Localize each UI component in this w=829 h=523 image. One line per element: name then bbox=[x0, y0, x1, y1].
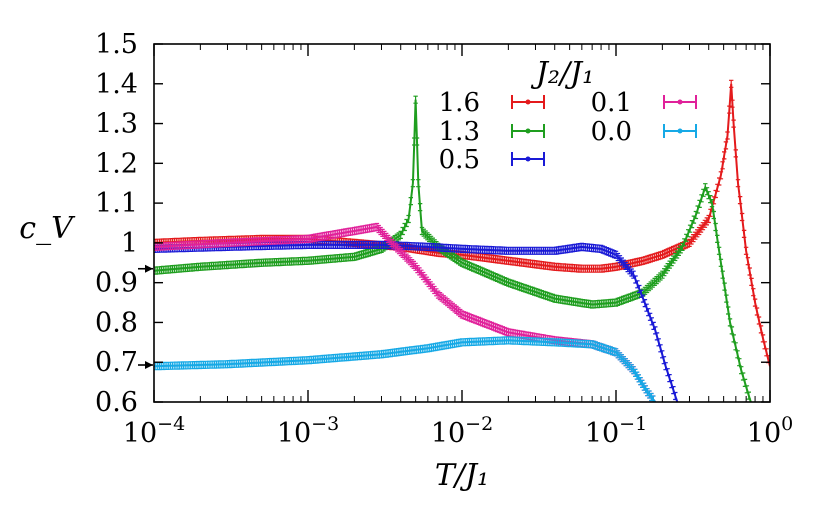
y-tick-label: 1.2 bbox=[95, 148, 138, 179]
y-tick-label: 0.8 bbox=[95, 307, 138, 338]
x-tick-label: 100 bbox=[747, 413, 793, 449]
legend-item: 0.5 bbox=[439, 145, 545, 175]
legend-item: 1.3 bbox=[439, 117, 545, 147]
series-line bbox=[154, 243, 679, 402]
legend-item: 0.0 bbox=[591, 117, 697, 147]
series-0.0 bbox=[154, 336, 657, 402]
y-tick-label: 1.3 bbox=[95, 109, 138, 140]
legend: 1.61.30.5 0.10.0 bbox=[439, 88, 697, 175]
ticks-layer: 0.6 0.7 0.8 0.9 1 1.1 1.2 1.3 1.4 1.5 10−4 10−3 10−2… bbox=[95, 29, 793, 449]
legend-swatch-point bbox=[525, 128, 531, 134]
x-tick-label: 10−3 bbox=[277, 413, 339, 449]
series-0.5 bbox=[154, 240, 679, 402]
arrow-marker-head bbox=[145, 361, 153, 370]
legend-label: 1.6 bbox=[439, 88, 480, 118]
legend-label: 1.3 bbox=[439, 117, 480, 147]
x-axis-label: T/J₁ bbox=[435, 458, 489, 493]
y-tick-label: 1.4 bbox=[95, 69, 138, 100]
y-axis-label: c_V bbox=[19, 211, 76, 246]
legend-label: 0.0 bbox=[591, 117, 632, 147]
x-tick-label: 10−4 bbox=[123, 413, 185, 449]
legend-swatch-point bbox=[525, 99, 531, 105]
legend-title: J₂/J₁ bbox=[530, 56, 594, 91]
y-tick-label: 1 bbox=[121, 228, 138, 259]
legend-swatch-point bbox=[525, 156, 531, 162]
legend-label: 0.1 bbox=[591, 88, 632, 118]
y-tick-label: 1.1 bbox=[95, 188, 138, 219]
x-tick-label: 10−1 bbox=[585, 413, 647, 449]
arrows-layer bbox=[138, 264, 153, 370]
y-tick-label: 0.7 bbox=[95, 347, 138, 378]
legend-swatch-point bbox=[677, 99, 683, 105]
y-tick-label: 0.6 bbox=[95, 387, 138, 418]
legend-label: 0.5 bbox=[439, 145, 480, 175]
x-tick-label: 10−2 bbox=[431, 413, 493, 449]
legend-item: 0.1 bbox=[591, 88, 697, 118]
legend-item: 1.6 bbox=[439, 88, 545, 118]
series-1.3 bbox=[154, 95, 752, 402]
legend-swatch-point bbox=[677, 128, 683, 134]
y-tick-label: 0.9 bbox=[95, 268, 138, 299]
arrow-marker-head bbox=[145, 264, 153, 273]
y-tick-label: 1.5 bbox=[95, 29, 138, 60]
series-line bbox=[154, 339, 657, 402]
series-line bbox=[154, 99, 752, 402]
series-layer bbox=[154, 79, 770, 402]
